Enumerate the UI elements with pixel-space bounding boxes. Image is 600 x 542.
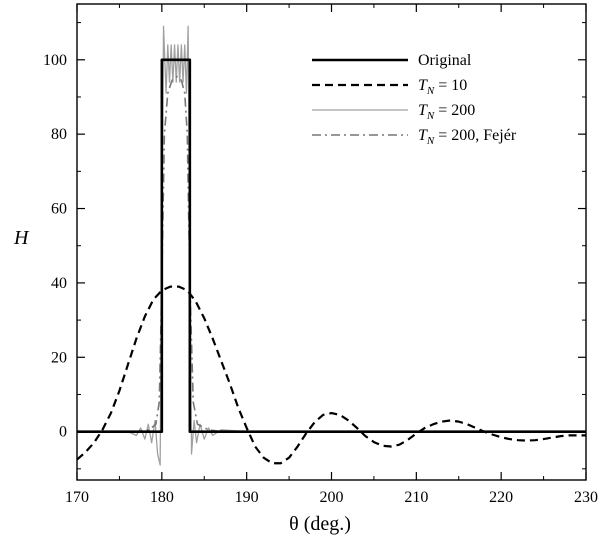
y-axis-title: H <box>13 227 30 249</box>
plot-frame <box>76 3 587 481</box>
series-line-1 <box>77 285 586 465</box>
axes-layer: 170 180 190 200 210 220 230 0 20 40 60 80 100 <box>43 3 598 506</box>
legend-label-0: Original <box>418 52 472 69</box>
y-tick-label-80: 80 <box>51 126 67 143</box>
legend-label-1: TN = 10 <box>418 77 467 97</box>
x-axis-title: θ (deg.) <box>289 513 351 535</box>
legend-label-3: TN = 200, Fejér <box>418 127 517 147</box>
series-line-0 <box>77 58 586 433</box>
y-tick-label-60: 60 <box>51 201 67 218</box>
x-tick-label-170: 170 <box>65 489 89 506</box>
y-tick-label-100: 100 <box>43 52 67 69</box>
series-line-3 <box>77 75 586 433</box>
series-line-2 <box>77 25 586 466</box>
x-tick-label-190: 190 <box>235 489 259 506</box>
x-tick-label-210: 210 <box>404 489 428 506</box>
legend-label-2: TN = 200 <box>418 102 475 122</box>
x-tick-label-180: 180 <box>150 489 174 506</box>
x-tick-label-230: 230 <box>574 489 598 506</box>
y-tick-label-40: 40 <box>51 275 67 292</box>
y-tick-label-20: 20 <box>51 349 67 366</box>
y-tick-label-0: 0 <box>59 424 67 441</box>
marks-layer <box>77 25 586 466</box>
legend: Original TN = 10 TN = 200 TN = 200, Fejér <box>312 52 517 147</box>
x-tick-label-220: 220 <box>489 489 513 506</box>
x-tick-label-200: 200 <box>320 489 344 506</box>
